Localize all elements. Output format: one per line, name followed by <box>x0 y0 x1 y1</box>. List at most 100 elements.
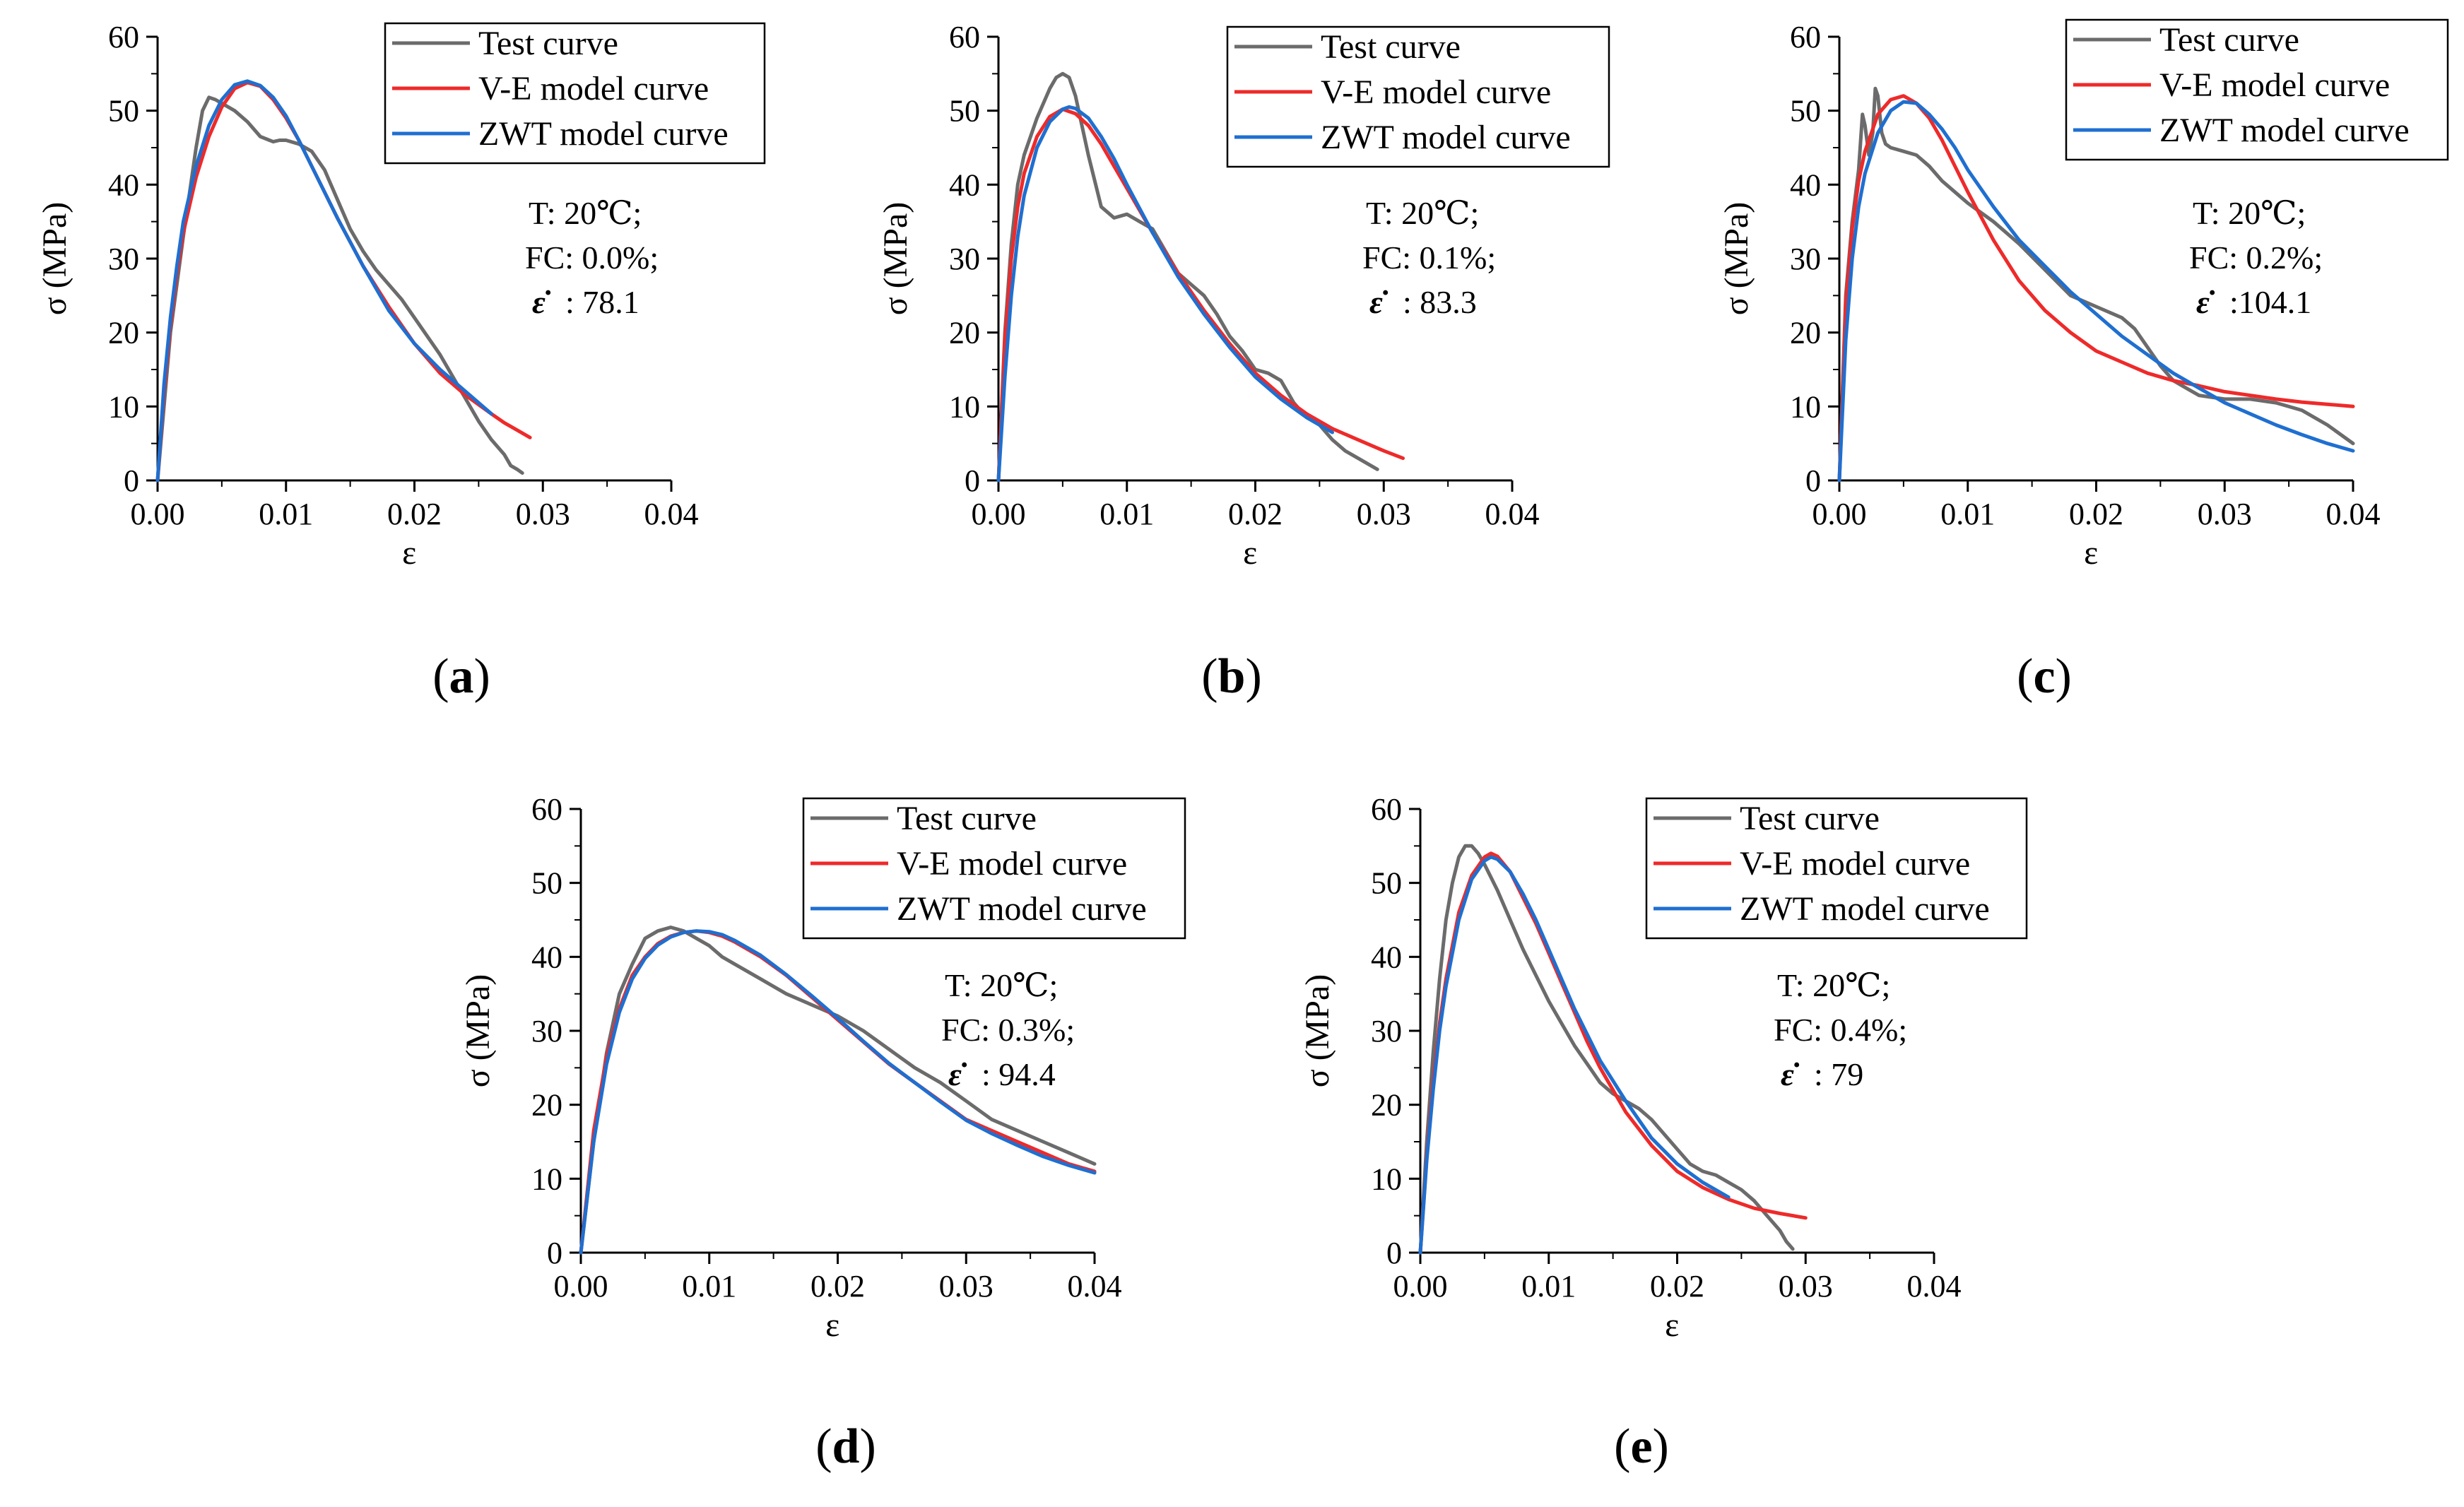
series-line-ve <box>1837 94 2355 483</box>
legend-box <box>384 22 766 165</box>
legend: Test curve V-E model curve ZWT model curve <box>1645 797 2028 940</box>
series-line-zwt <box>1418 855 1731 1255</box>
x-axis-title: ε <box>2084 534 2098 572</box>
x-tick-label: 0.01 <box>1100 497 1154 531</box>
panel-label-open: ( <box>432 649 449 704</box>
panel-label: (c) <box>2017 649 2072 704</box>
legend: Test curve V-E model curve ZWT model curve <box>384 22 766 165</box>
panel-label-close: ) <box>1245 649 1261 704</box>
annotation-temperature: T: 20℃; <box>529 195 642 231</box>
legend-label-ve: V-E model curve <box>1740 845 1970 882</box>
x-tick-label: 0.03 <box>516 497 570 531</box>
x-tick-label: 0.00 <box>1812 497 1867 531</box>
x-tick-label: 0.00 <box>1393 1269 1448 1304</box>
series-line-ve <box>996 107 1405 483</box>
legend-label-test: Test curve <box>2159 21 2299 59</box>
annotation: T: 20℃;FC: 0.1%;ε̇: 83.3 <box>1362 195 1496 320</box>
x-tick-label: 0.00 <box>554 1269 608 1304</box>
x-tick-label: 0.01 <box>682 1269 736 1304</box>
y-tick-label: 10 <box>108 389 139 424</box>
panel-label-open: ( <box>2017 649 2033 704</box>
legend: Test curve V-E model curve ZWT model curve <box>1226 25 1610 168</box>
y-tick-label: 10 <box>949 389 980 424</box>
x-axis-title: ε <box>1665 1306 1679 1344</box>
y-tick-label: 0 <box>1386 1236 1402 1270</box>
chart-panel-e: 0.00 0.01 0.02 0.03 0.04 0 10 20 30 40 50 60 ε σ (MPa… <box>1299 792 2028 1474</box>
annotation: T: 20℃;FC: 0.4%;ε̇: 79 <box>1774 967 1907 1092</box>
legend-label-test: Test curve <box>1321 28 1461 66</box>
y-tick-label: 30 <box>1371 1014 1402 1048</box>
legend-box <box>1645 797 2028 940</box>
series-line-zwt <box>579 929 1097 1255</box>
chart-panel-c: 0.00 0.01 0.02 0.03 0.04 0 10 20 30 40 50 60 ε σ (MPa… <box>1718 18 2449 704</box>
y-tick-label: 40 <box>108 167 139 202</box>
x-tick-label: 0.02 <box>1228 497 1283 531</box>
y-tick-label: 30 <box>1790 242 1821 276</box>
y-tick-label: 60 <box>1790 20 1821 54</box>
x-tick-label: 0.03 <box>1779 1269 1833 1304</box>
x-tick-label: 0.01 <box>259 497 313 531</box>
y-tick-label: 40 <box>1371 940 1402 974</box>
y-tick-label: 20 <box>531 1088 562 1123</box>
legend-label-test: Test curve <box>897 800 1037 837</box>
annotation: T: 20℃;FC: 0.2%;ε̇:104.1 <box>2189 195 2323 320</box>
x-tick-label: 0.02 <box>387 497 442 531</box>
x-tick-label: 0.00 <box>972 497 1026 531</box>
annotation-temperature: T: 20℃; <box>2193 195 2306 231</box>
legend: Test curve V-E model curve ZWT model curve <box>2065 18 2449 161</box>
annotation-rate-value: : 78.1 <box>565 284 639 320</box>
panel-label-letter: e <box>1630 1419 1652 1474</box>
x-tick-label: 0.02 <box>1650 1269 1704 1304</box>
legend-label-test: Test curve <box>1740 800 1880 837</box>
x-tick-label: 0.01 <box>1521 1269 1576 1304</box>
legend-label-test: Test curve <box>478 25 618 62</box>
series-line-test <box>155 95 524 483</box>
panel-label-letter: b <box>1218 649 1246 704</box>
y-axis-title: σ (MPa) <box>1718 202 1755 316</box>
annotation-rate-value: : 79 <box>1814 1056 1863 1092</box>
y-tick-label: 50 <box>949 94 980 129</box>
y-tick-label: 40 <box>949 167 980 202</box>
annotation-temperature: T: 20℃; <box>945 967 1058 1003</box>
annotation-fc: FC: 0.2%; <box>2189 240 2323 276</box>
x-tick-label: 0.03 <box>939 1269 994 1304</box>
legend-box <box>2065 18 2449 161</box>
annotation-fc: FC: 0.4%; <box>1774 1012 1907 1048</box>
y-tick-label: 30 <box>108 242 139 276</box>
legend-label-ve: V-E model curve <box>478 70 709 107</box>
panel-label-close: ) <box>474 649 490 704</box>
annotation: T: 20℃;FC: 0.3%;ε̇: 94.4 <box>941 967 1075 1092</box>
legend-label-zwt: ZWT model curve <box>478 115 729 153</box>
series-line-zwt <box>996 105 1334 483</box>
y-tick-label: 20 <box>1371 1088 1402 1123</box>
y-tick-label: 20 <box>1790 316 1821 350</box>
legend-label-ve: V-E model curve <box>2159 66 2390 104</box>
legend: Test curve V-E model curve ZWT model curve <box>802 797 1186 940</box>
y-tick-label: 50 <box>108 94 139 129</box>
x-tick-label: 0.04 <box>1068 1269 1122 1304</box>
y-tick-label: 20 <box>108 316 139 350</box>
legend-label-ve: V-E model curve <box>1321 73 1551 111</box>
y-tick-label: 60 <box>108 20 139 54</box>
y-axis-title: σ (MPa) <box>1299 974 1336 1088</box>
annotation-fc: FC: 0.3%; <box>941 1012 1075 1048</box>
legend-label-zwt: ZWT model curve <box>897 890 1147 928</box>
legend-box <box>802 797 1186 940</box>
annotation-temperature: T: 20℃; <box>1777 967 1890 1003</box>
annotation: T: 20℃;FC: 0.0%;ε̇: 78.1 <box>525 195 659 320</box>
x-tick-label: 0.04 <box>644 497 699 531</box>
panel-label-letter: d <box>832 1419 860 1474</box>
x-tick-label: 0.01 <box>1940 497 1995 531</box>
y-tick-label: 60 <box>1371 792 1402 827</box>
legend-label-ve: V-E model curve <box>897 845 1127 882</box>
annotation-rate-value: : 83.3 <box>1403 284 1477 320</box>
annotation-fc: FC: 0.0%; <box>525 240 659 276</box>
y-tick-label: 0 <box>124 463 139 498</box>
panel-label-open: ( <box>1201 649 1218 704</box>
x-tick-label: 0.03 <box>1357 497 1411 531</box>
x-axis-title: ε <box>825 1306 839 1344</box>
y-tick-label: 40 <box>1790 167 1821 202</box>
x-tick-label: 0.04 <box>1907 1269 1962 1304</box>
x-tick-label: 0.04 <box>1485 497 1540 531</box>
